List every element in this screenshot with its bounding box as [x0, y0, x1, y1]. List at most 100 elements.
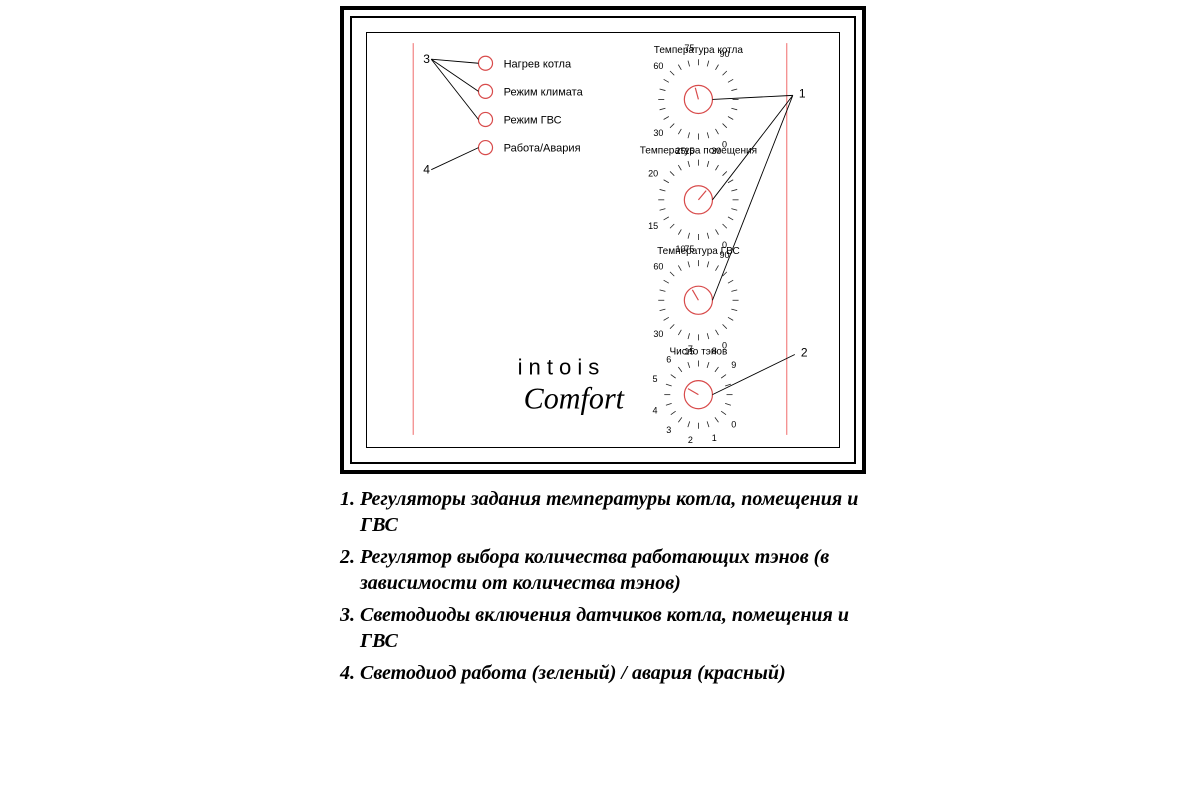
- dial-tick: [688, 233, 690, 239]
- dial-tick: [671, 411, 676, 415]
- dial-tick: [707, 333, 709, 339]
- dial-tick: [715, 129, 718, 134]
- dial-tick: [723, 324, 727, 328]
- dial-tick: [715, 417, 719, 422]
- dial-tick: [707, 61, 709, 67]
- dial-tick: [725, 403, 731, 405]
- dial-tick: [660, 209, 666, 211]
- led-indicator: [478, 112, 492, 126]
- dial-tick: [723, 171, 727, 175]
- dial-knob[interactable]: [684, 286, 712, 314]
- led-label: Нагрев котла: [504, 58, 572, 70]
- brand-line2: Comfort: [524, 382, 625, 416]
- dial-scale-label: 1: [712, 433, 717, 443]
- dial-tick: [715, 367, 719, 372]
- led-label: Работа/Авария: [504, 143, 581, 155]
- brand-line1: intois: [518, 355, 606, 380]
- dial-tick: [688, 61, 690, 67]
- dial-scale-label: 30: [711, 146, 721, 156]
- dial-scale-label: 15: [648, 221, 658, 231]
- dial-tick: [670, 272, 674, 276]
- dial-scale-label: 25: [676, 146, 686, 156]
- dial-title: Число тэнов: [669, 346, 727, 357]
- dial-tick: [688, 261, 690, 267]
- dial-tick: [688, 161, 690, 167]
- dial-tick: [678, 165, 681, 170]
- legend-item: Светодиоды включения датчиков котла, пом…: [360, 602, 890, 654]
- dial-tick: [728, 317, 733, 320]
- callout-line: [431, 148, 478, 170]
- dial-tick: [678, 229, 681, 234]
- dial-scale-label: 90: [719, 250, 729, 260]
- dial-tick: [728, 116, 733, 119]
- dial-tick: [723, 124, 727, 128]
- dial-tick: [715, 65, 718, 70]
- dial-tick: [670, 224, 674, 228]
- dial-tick: [666, 384, 672, 386]
- dial-knob[interactable]: [684, 85, 712, 113]
- dial-tick: [666, 403, 672, 405]
- dial-tick: [660, 309, 666, 311]
- panel-frame-mid: Нагрев котла Режим климата Режим ГВС Работа…: [350, 16, 856, 464]
- dial-scale-label: 8: [712, 346, 717, 356]
- dial-tick: [728, 79, 733, 82]
- callout-line: [712, 95, 792, 99]
- dial-tick: [731, 309, 737, 311]
- dial-tick: [678, 265, 681, 270]
- dial-tick: [731, 290, 737, 292]
- dial-tick: [715, 165, 718, 170]
- dial-tick: [671, 375, 676, 379]
- dial-tick: [678, 417, 682, 422]
- dial-pointer: [695, 88, 698, 100]
- dial-tick: [731, 209, 737, 211]
- dial-tick: [728, 280, 733, 283]
- dial-tick: [715, 330, 718, 335]
- dial-scale-label: 7: [688, 344, 693, 354]
- dial-scale-label: 60: [653, 262, 663, 272]
- dial-scale-label: 20: [648, 169, 658, 179]
- dial-pointer: [688, 389, 698, 395]
- dial-tick: [664, 317, 669, 320]
- page-root: Нагрев котла Режим климата Режим ГВС Работа…: [0, 0, 1200, 800]
- dial-scale-label: 2: [688, 435, 693, 445]
- dial-pointer: [692, 290, 698, 300]
- legend-item: Регулятор выбора количества работающих т…: [360, 544, 890, 596]
- dial-tick: [670, 171, 674, 175]
- dial-tick: [731, 89, 737, 91]
- dial-scale-label: 75: [684, 244, 694, 254]
- dial-tick: [660, 108, 666, 110]
- dial-scale-label: 9: [731, 360, 736, 370]
- dial-tick: [664, 217, 669, 220]
- led-label: Режим климата: [504, 86, 584, 98]
- dial-tick: [688, 132, 690, 138]
- dial-tick: [664, 116, 669, 119]
- dial-title: Температура помещения: [640, 146, 757, 157]
- callout-line: [431, 59, 478, 119]
- dial-tick: [723, 71, 727, 75]
- dial-tick: [670, 124, 674, 128]
- dial-tick: [678, 65, 681, 70]
- dial-knob[interactable]: [684, 381, 712, 409]
- dial-tick: [728, 217, 733, 220]
- dial-title: Температура котла: [654, 45, 744, 56]
- dial-tick: [664, 180, 669, 183]
- dial-tick: [707, 421, 709, 427]
- legend-block: Регуляторы задания температуры котла, по…: [330, 486, 890, 692]
- dial-tick: [707, 161, 709, 167]
- dial-scale-label: 60: [653, 61, 663, 71]
- dial-tick: [664, 280, 669, 283]
- callout-number-2: 2: [801, 345, 808, 359]
- dial-tick: [688, 362, 690, 368]
- dial-scale-label: 90: [719, 49, 729, 59]
- dial-scale-label: 30: [653, 128, 663, 138]
- legend-list: Регуляторы задания температуры котла, по…: [330, 486, 890, 686]
- led-label: Режим ГВС: [504, 115, 562, 127]
- dial-tick: [721, 411, 726, 415]
- dial-tick: [715, 265, 718, 270]
- dial-tick: [731, 108, 737, 110]
- dial-tick: [731, 189, 737, 191]
- dial-tick: [664, 79, 669, 82]
- dial-pointer: [698, 191, 706, 200]
- callout-line: [712, 354, 794, 394]
- dial-tick: [723, 224, 727, 228]
